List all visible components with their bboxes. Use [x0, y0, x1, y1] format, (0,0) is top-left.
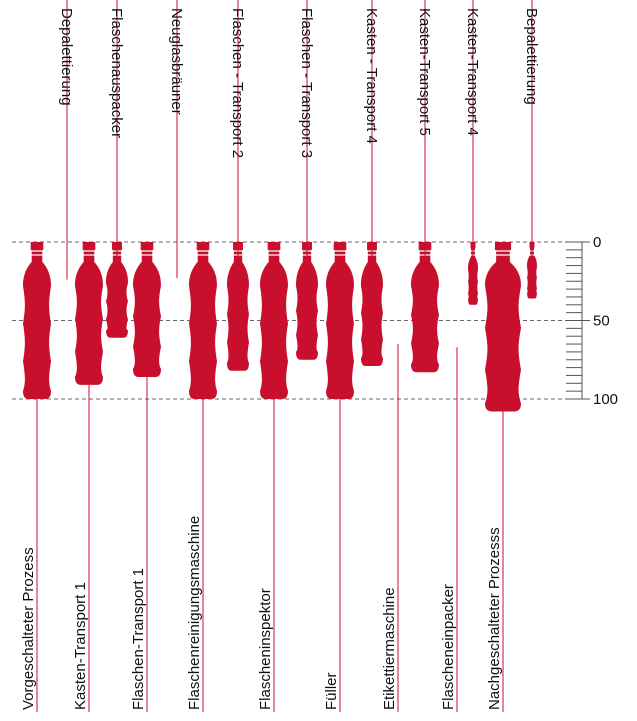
category-label: Flaschen - Transport 2: [229, 8, 246, 158]
category-label: Bepalettierung: [523, 8, 540, 105]
category-label: Kasten-Transport 4: [464, 8, 481, 136]
bottle-7: [189, 242, 217, 399]
scale-label-0: 0: [593, 234, 601, 251]
category-label: Kasten-Transport 5: [416, 8, 433, 136]
bottle-11: [326, 242, 354, 399]
scale-label-100: 100: [593, 391, 618, 408]
bottle-3: [75, 242, 103, 385]
category-label: Flaschenauspacker: [108, 8, 125, 138]
category-label: Flascheneinpacker: [440, 584, 457, 710]
scale-label-50: 50: [593, 313, 610, 330]
bottle-5: [133, 242, 161, 378]
category-label: Neuglasbräuner: [168, 8, 185, 115]
bottle-17: [485, 242, 521, 412]
category-label: Füller: [323, 672, 340, 710]
category-label: Flaschenreinigungsmaschine: [186, 516, 203, 710]
category-label: Flascheninspektor: [257, 588, 274, 710]
category-label: Kasten-Transport 1: [72, 582, 89, 710]
bottle-9: [260, 242, 288, 399]
category-label: Flaschen - Transport 3: [298, 8, 315, 158]
category-label: Etikettiermaschine: [381, 587, 398, 710]
bottle-1: [23, 242, 51, 399]
category-label: Vorgeschalteter Prozess: [20, 547, 37, 710]
category-label: Depalettierung: [58, 8, 75, 106]
category-label: Flaschen-Transport 1: [130, 568, 147, 710]
category-label: Nachgeschalteter Prozesss: [486, 527, 503, 710]
category-label: Kasten - Transport 4: [363, 8, 380, 144]
